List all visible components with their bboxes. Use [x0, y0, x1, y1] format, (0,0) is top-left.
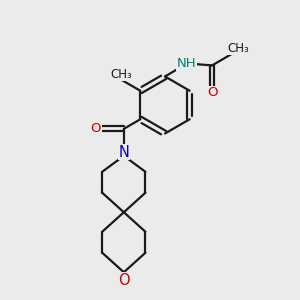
Text: O: O — [90, 122, 101, 135]
Text: CH₃: CH₃ — [227, 42, 249, 55]
Text: N: N — [118, 145, 129, 160]
Text: CH₃: CH₃ — [110, 68, 132, 81]
Text: NH: NH — [177, 57, 196, 70]
Text: O: O — [207, 86, 217, 100]
Text: O: O — [118, 273, 130, 288]
